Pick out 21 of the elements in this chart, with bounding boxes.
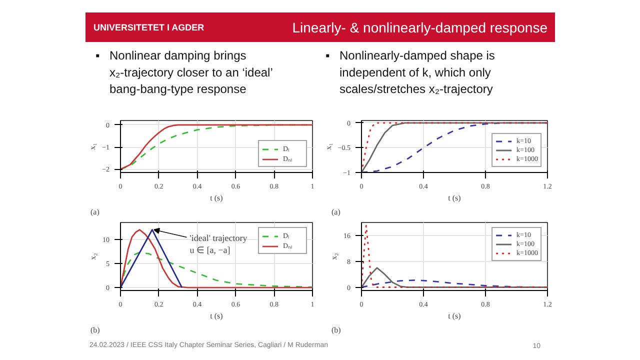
- text: (b): [90, 326, 100, 334]
- text: UNIVERSITETET I AGDER: [94, 22, 205, 32]
- x-axis-title: t (s): [448, 312, 462, 320]
- y-axis-title: x₂: [330, 252, 338, 260]
- y-axis-title: x₁: [324, 142, 333, 150]
- text: (b): [332, 326, 342, 334]
- text: ▪ Nonlinearly-damped shape is independent of k, which only scales/stretches x₂-trajectory: [326, 48, 495, 96]
- x-axis-title: t (s): [210, 312, 224, 320]
- y-axis-title: x₁: [88, 142, 98, 150]
- text: Linearly- & nonlinearly-damped response: [292, 20, 548, 36]
- line-series: [120, 124, 312, 170]
- y-axis-title: x₂: [88, 252, 98, 260]
- annotation: 'ideal' trajectory u ∈ [a, −a]: [190, 233, 248, 256]
- line-series: [120, 229, 312, 288]
- line-series: [362, 225, 548, 288]
- text: (a): [332, 208, 341, 216]
- x-axis-title: t (s): [210, 194, 224, 202]
- text: (a): [90, 208, 100, 216]
- line-series: [362, 267, 548, 288]
- x-axis-title: t (s): [448, 194, 462, 202]
- text: ▪ Nonlinear damping brings x₂-trajectory closer to an ‘ideal’ bang-bang-type response: [96, 48, 273, 96]
